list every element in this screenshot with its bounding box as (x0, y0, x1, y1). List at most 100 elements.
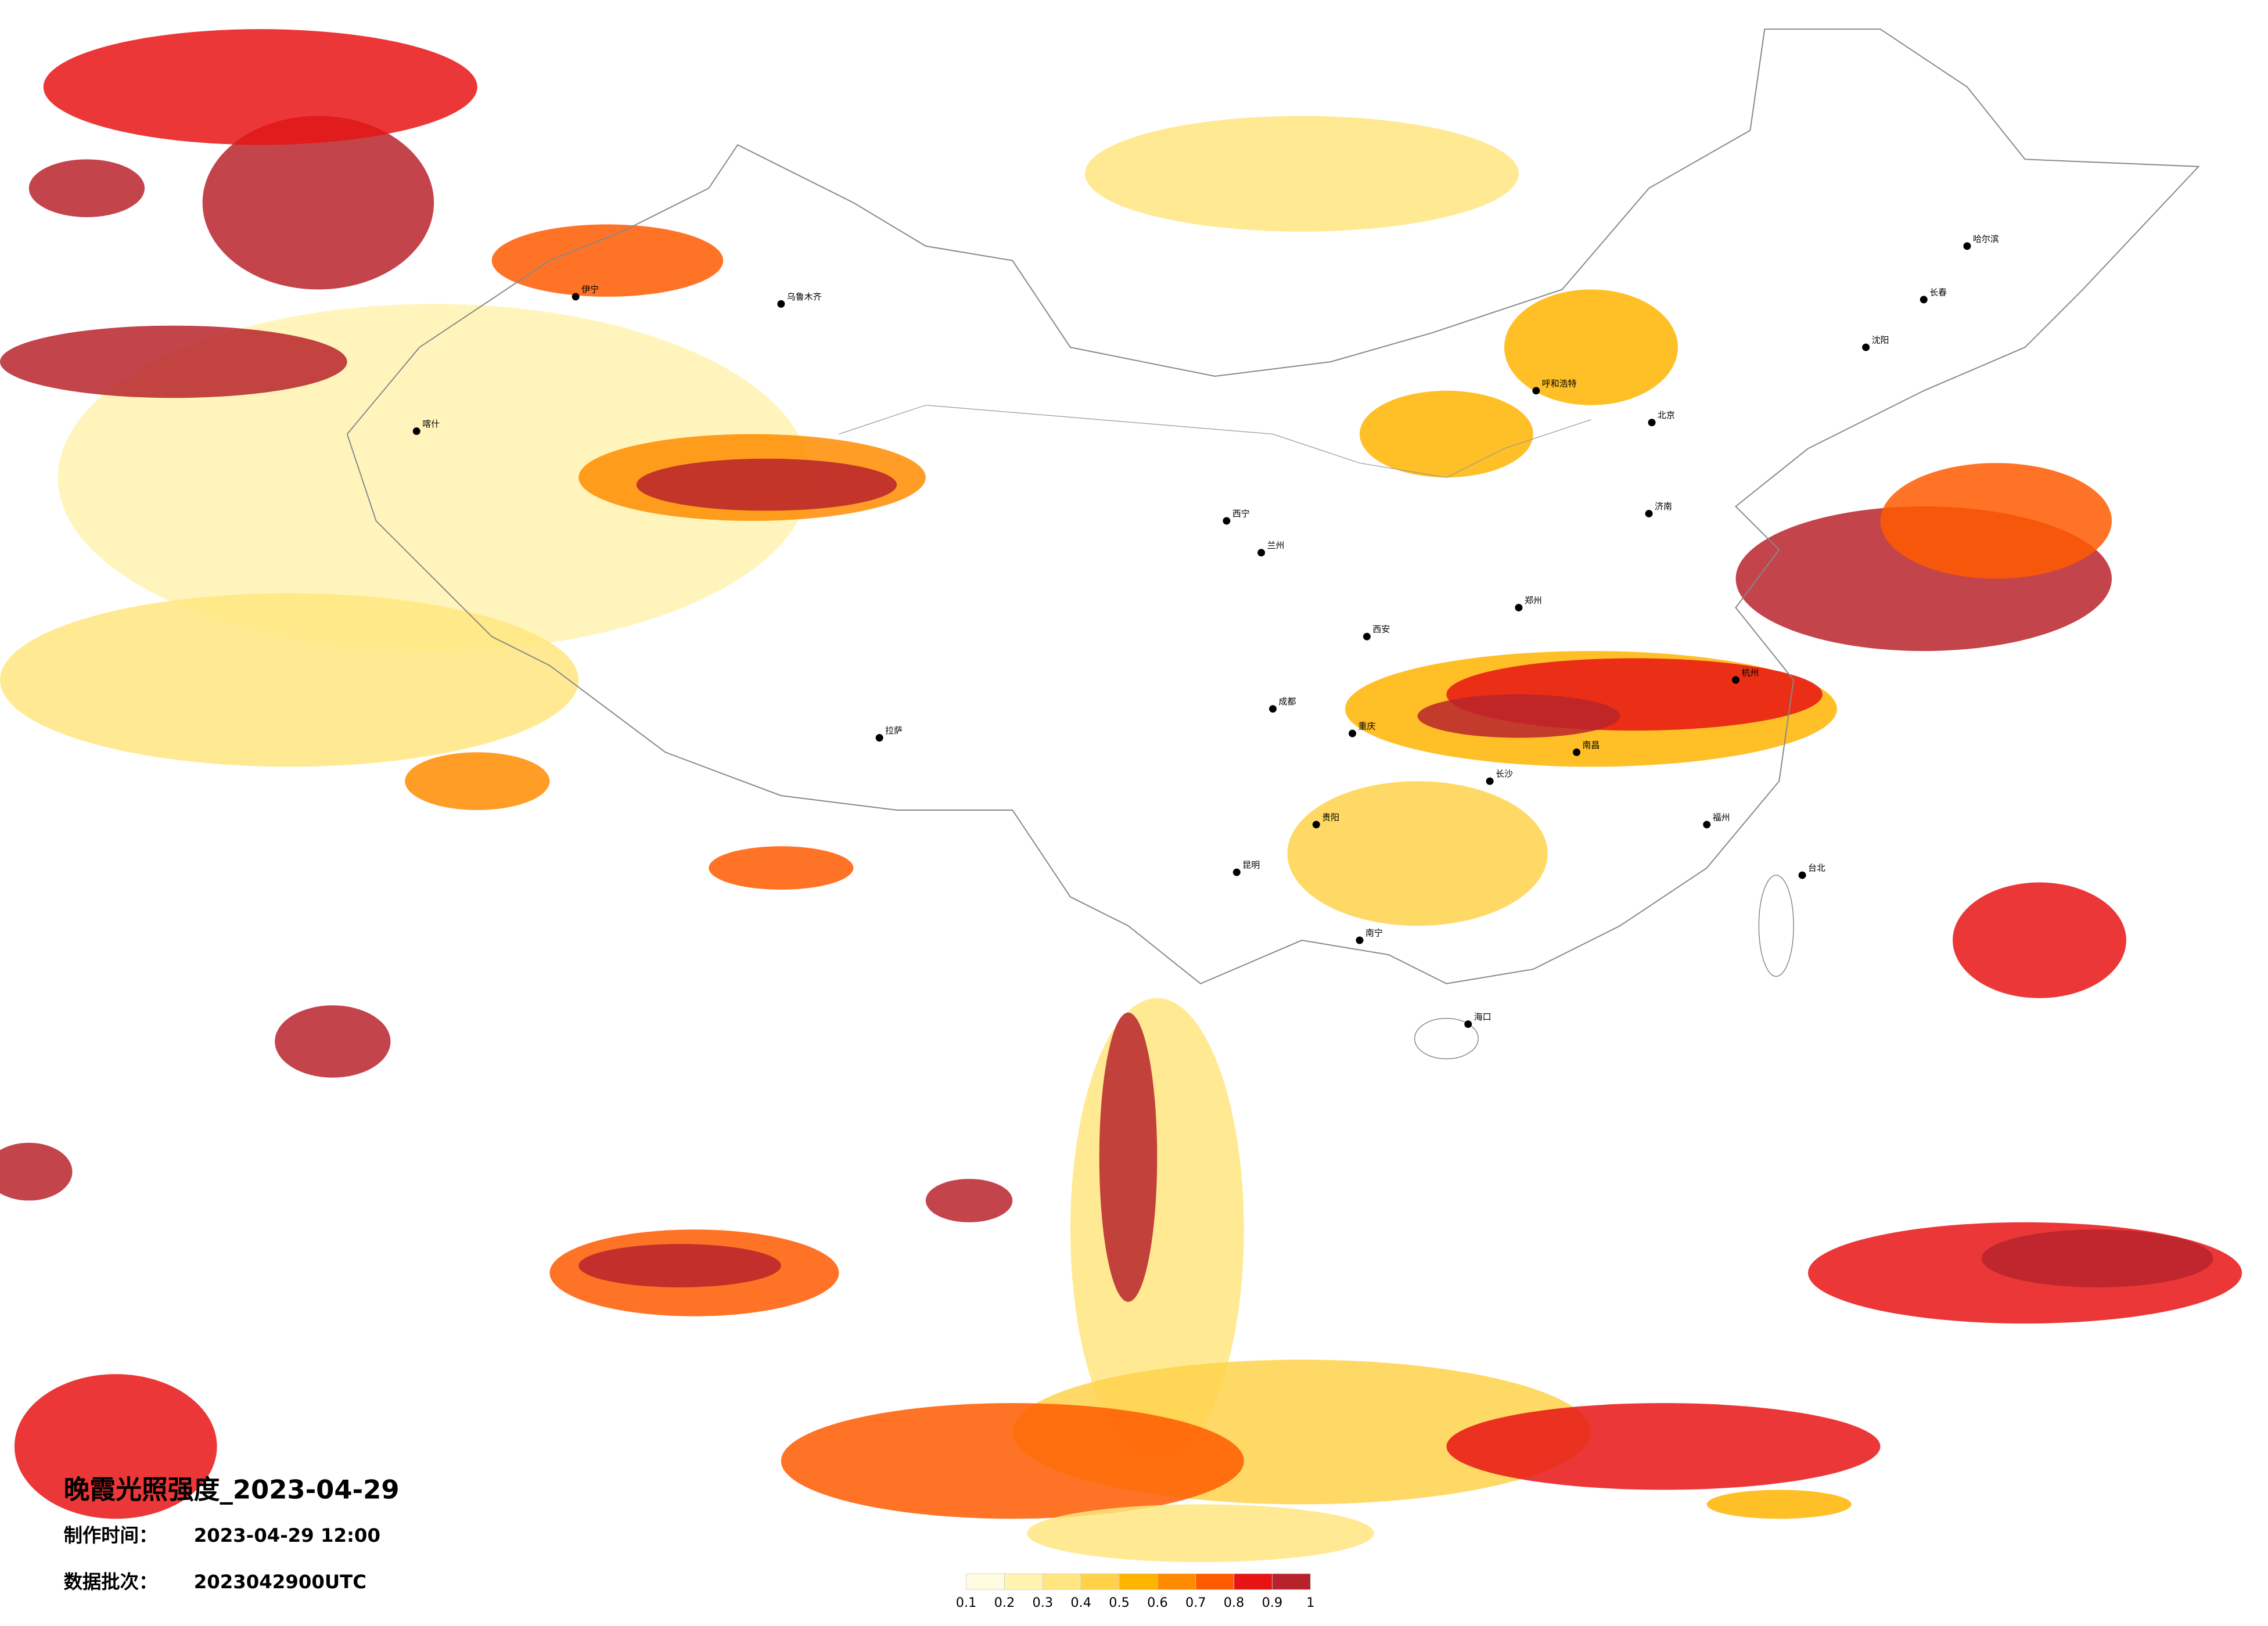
city-dot (572, 293, 580, 301)
city-label: 兰州 (1267, 540, 1285, 551)
legend-tick-label: 0.1 (956, 1595, 977, 1610)
intensity-patch (636, 458, 897, 511)
intensity-patch (491, 224, 724, 297)
city-label: 贵阳 (1322, 812, 1339, 822)
city-label: 西宁 (1232, 508, 1250, 519)
city-dot (1573, 748, 1581, 756)
intensity-patch (1504, 289, 1678, 405)
intensity-patch (202, 116, 434, 290)
city-label: 昆明 (1242, 860, 1260, 870)
intensity-patch (14, 1374, 217, 1519)
legend-tick-label: 1 (1306, 1595, 1314, 1610)
border (346, 28, 2200, 985)
intensity-patch (1099, 1012, 1158, 1302)
city-label: 长春 (1929, 287, 1947, 297)
city-label: 福州 (1713, 812, 1730, 822)
city-label: 长沙 (1496, 769, 1513, 779)
city-dot (1363, 632, 1371, 641)
city-label: 郑州 (1525, 595, 1542, 606)
intensity-patch (43, 29, 477, 145)
legend-swatch (1195, 1573, 1234, 1590)
city-dot (1356, 936, 1364, 944)
intensity-patch (1287, 781, 1548, 926)
legend-swatch (966, 1573, 1005, 1590)
city-label: 台北 (1808, 863, 1825, 873)
legend: 0.1 0.2 0.3 0.4 0.5 0.6 0.7 0.8 0.9 1 (956, 1573, 1314, 1610)
city-label: 南昌 (1583, 740, 1600, 750)
legend-swatch (1234, 1573, 1273, 1590)
city-dot (1862, 343, 1870, 351)
city-dot (1732, 676, 1739, 684)
intensity-patch (28, 159, 145, 217)
legend-tick-label: 0.4 (1070, 1595, 1091, 1610)
city-label: 拉萨 (885, 725, 903, 736)
city-dot (1486, 777, 1494, 785)
intensity-patch (1706, 1490, 1852, 1519)
legend-swatch (1080, 1573, 1120, 1590)
city-dot (1798, 871, 1806, 879)
city-label: 重庆 (1358, 721, 1376, 732)
city-dot (1257, 549, 1266, 557)
city-dot (1515, 603, 1523, 611)
intensity-patch (1981, 1229, 2213, 1287)
city-dot (1232, 868, 1241, 876)
intensity-patch (781, 1403, 1244, 1519)
legend-tick-label: 0.9 (1262, 1595, 1283, 1610)
city-dot (1963, 242, 1971, 250)
info-label: 制作时间： (64, 1524, 158, 1546)
island-border (1414, 1017, 1479, 1060)
intensity-patch (1360, 390, 1533, 478)
intensity-patch (1880, 463, 2112, 579)
city-label: 北京 (1658, 410, 1675, 420)
legend-tick-label: 0.3 (1033, 1595, 1054, 1610)
city-dot (1312, 821, 1320, 829)
city-label: 南宁 (1365, 928, 1383, 938)
city-dot (1645, 510, 1653, 517)
city-dot (1269, 705, 1277, 713)
intensity-patch (1084, 116, 1519, 232)
city-label: 乌鲁木齐 (787, 292, 822, 302)
intensity-patch (275, 1005, 391, 1078)
city-label: 沈阳 (1872, 335, 1889, 346)
map-title: 晚霞光照强度_2023-04-29 (64, 1474, 400, 1505)
legend-swatch (1157, 1573, 1196, 1590)
city-label: 喀什 (422, 419, 440, 429)
legend-swatch (1272, 1573, 1311, 1590)
city-dot (1532, 387, 1540, 395)
legend-tick-label: 0.8 (1224, 1595, 1245, 1610)
city-dot (1920, 296, 1928, 304)
info-value: 2023-04-29 12:00 (194, 1524, 380, 1546)
city-label: 济南 (1655, 501, 1672, 512)
intensity-patch (0, 325, 347, 398)
city-dot (1349, 729, 1357, 738)
city-label: 成都 (1279, 696, 1296, 707)
intensity-patch (1953, 882, 2126, 998)
legend-swatch (1119, 1573, 1158, 1590)
city-dot (1648, 419, 1656, 427)
intensity-patch (0, 1142, 73, 1201)
intensity-patch (578, 1244, 781, 1287)
city-label: 杭州 (1741, 667, 1759, 678)
intensity-patch (0, 593, 579, 767)
city-label: 伊宁 (581, 284, 599, 294)
legend-tick-label: 0.6 (1147, 1595, 1168, 1610)
city-label: 呼和浩特 (1542, 378, 1577, 388)
legend-swatch (1004, 1573, 1043, 1590)
intensity-patch (1446, 1403, 1881, 1490)
island-border (1758, 875, 1794, 977)
city-label: 西安 (1372, 624, 1390, 635)
city-dot (875, 734, 883, 742)
info-label: 数据批次： (64, 1571, 158, 1593)
city-dot (1464, 1020, 1472, 1028)
city-dot (777, 300, 785, 308)
city-label: 海口 (1474, 1012, 1491, 1022)
border (839, 405, 1591, 478)
intensity-field (0, 29, 2242, 1563)
info-value: 2023042900UTC (194, 1571, 366, 1593)
intensity-patch (1417, 694, 1620, 738)
city-dot (1703, 821, 1711, 829)
legend-tick-label: 0.5 (1109, 1595, 1130, 1610)
